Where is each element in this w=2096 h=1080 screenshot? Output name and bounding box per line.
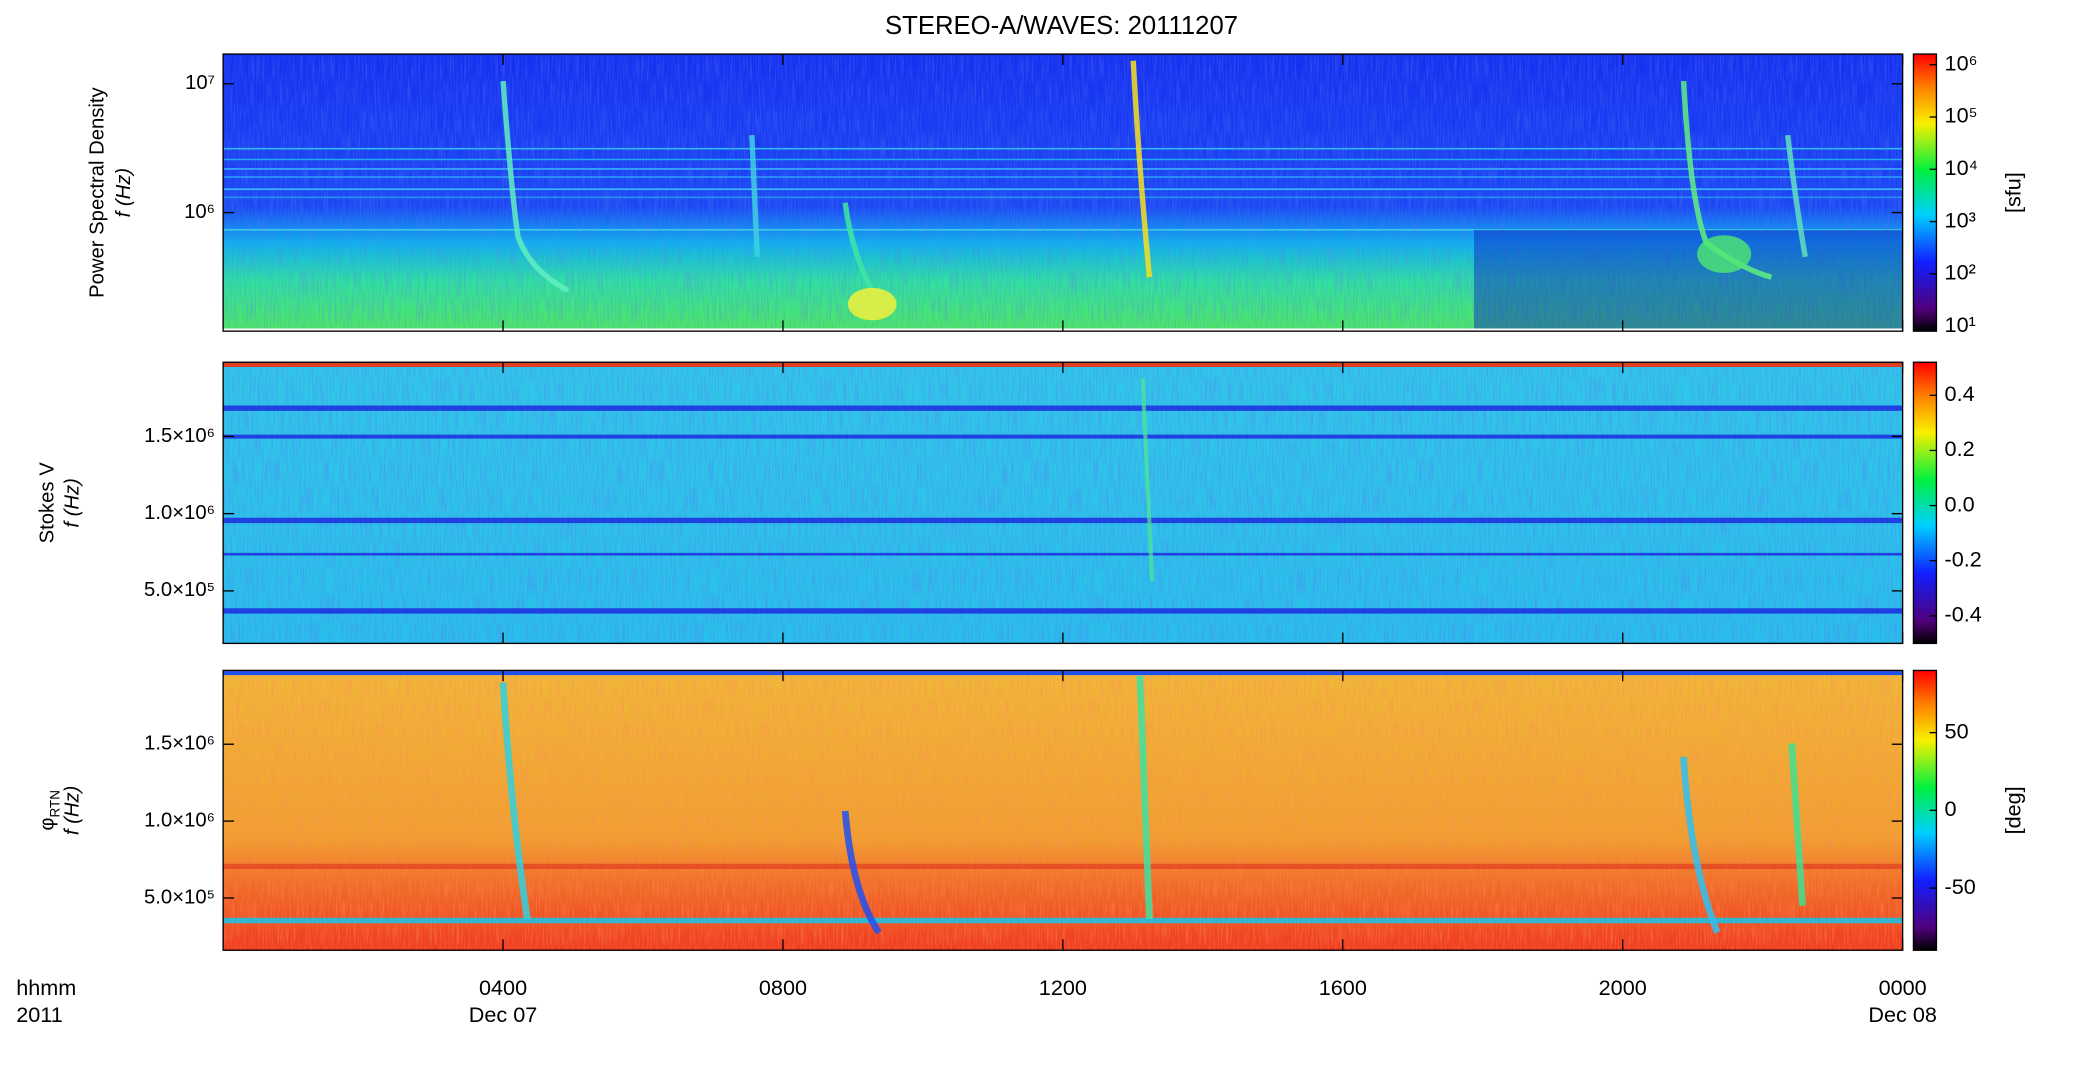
- burst: [500, 80, 570, 293]
- burst: [499, 682, 531, 920]
- y-tick-label: 5.0×10⁵: [144, 886, 215, 908]
- panel: [223, 54, 1903, 332]
- y-axis-label: f (Hz): [61, 786, 83, 836]
- burst: [1140, 378, 1155, 582]
- burst: [1680, 756, 1721, 934]
- y-axis-label-text: Power Spectral Density: [87, 86, 109, 297]
- colorbar-tick-label: 0.2: [1945, 436, 1975, 461]
- colorbar-tick-label: 10³: [1945, 207, 1976, 232]
- x-tick-label: 2000: [1599, 975, 1647, 1000]
- chart-title: STEREO-A/WAVES: 20111207: [885, 12, 1238, 40]
- y-tick-label: 10⁷: [185, 72, 215, 94]
- colorbar-tick-label: 0: [1945, 796, 1957, 821]
- y-axis-label: f (Hz): [113, 168, 135, 218]
- y-axis-label: f (Hz): [61, 478, 83, 528]
- burst: [841, 810, 882, 935]
- noise: [223, 362, 1903, 644]
- colorbar-tick-label: 10⁵: [1945, 103, 1978, 128]
- colorbar: [1912, 361, 1938, 645]
- x-date-label: Dec 08: [1868, 1002, 1937, 1027]
- y-axis-label: Stokes V: [37, 462, 59, 544]
- burst: [749, 135, 760, 257]
- burst: [1788, 743, 1806, 906]
- burst: [1680, 80, 1773, 280]
- colorbar-tick-label: 0.0: [1945, 491, 1975, 516]
- colorbar-tick-label: 10¹: [1945, 312, 1976, 337]
- x-tick-label: 0400: [479, 975, 527, 1000]
- y-axis-label-sub: RTN: [47, 790, 62, 818]
- colorbar-tick-label: -0.4: [1945, 602, 1982, 627]
- colorbar-label: [deg]: [2001, 786, 2026, 834]
- y-axis-label-text: φ: [37, 818, 59, 831]
- y-tick-label: 1.5×10⁶: [144, 733, 215, 755]
- x-date-label: Dec 07: [469, 1002, 538, 1027]
- y-axis-label-text: Stokes V: [37, 462, 59, 544]
- y-axis-label: φRTN: [37, 790, 62, 831]
- burst-blob: [847, 287, 897, 321]
- y-axis-label: Power Spectral Density: [87, 86, 109, 297]
- colorbar-tick-label: -50: [1945, 874, 1976, 899]
- x-axis-label: 2011: [16, 1002, 63, 1027]
- y-tick-label: 5.0×10⁵: [144, 579, 215, 601]
- x-axis-label: hhmm: [16, 975, 76, 1000]
- noise: [223, 670, 1903, 951]
- burst: [1136, 675, 1153, 920]
- burst-blob: [1697, 235, 1752, 274]
- colorbar-tick-label: 50: [1945, 718, 1969, 743]
- x-tick-label: 0000: [1879, 975, 1927, 1000]
- colorbar-tick-label: 10⁶: [1945, 50, 1978, 75]
- y-tick-label: 1.0×10⁶: [144, 809, 215, 831]
- burst: [1784, 134, 1808, 258]
- panel: [223, 670, 1903, 951]
- colorbar-tick-label: 0.4: [1945, 381, 1975, 406]
- colorbar-tick-label: 10²: [1945, 260, 1976, 285]
- panel: [223, 362, 1903, 644]
- y-tick-label: 10⁶: [184, 201, 215, 223]
- dark-region: [1473, 229, 1903, 332]
- y-tick-label: 1.0×10⁶: [144, 502, 215, 524]
- colorbar-tick-label: -0.2: [1945, 546, 1982, 571]
- x-tick-label: 1200: [1039, 975, 1087, 1000]
- colorbar-label: [sfu]: [2001, 172, 2026, 213]
- burst: [1130, 60, 1153, 278]
- colorbar: [1912, 53, 1938, 332]
- colorbar-tick-label: 10⁴: [1945, 155, 1978, 180]
- x-tick-label: 0800: [759, 975, 807, 1000]
- x-tick-label: 1600: [1319, 975, 1367, 1000]
- y-tick-label: 1.5×10⁶: [144, 425, 215, 447]
